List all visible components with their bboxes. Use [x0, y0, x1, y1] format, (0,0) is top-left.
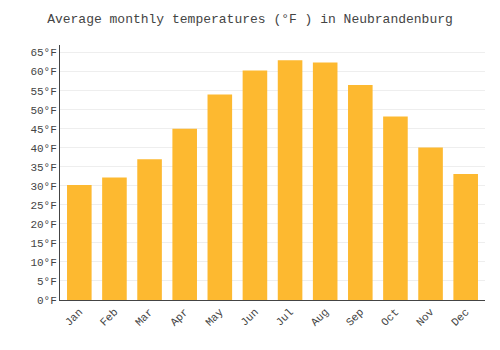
svg-text:Oct: Oct	[379, 306, 401, 328]
svg-text:40°F: 40°F	[30, 143, 56, 155]
svg-text:May: May	[203, 306, 226, 329]
svg-text:Sep: Sep	[344, 306, 366, 328]
svg-text:30°F: 30°F	[30, 181, 56, 193]
svg-text:Average monthly temperatures (: Average monthly temperatures (°F ) in Ne…	[47, 12, 453, 27]
svg-text:Feb: Feb	[98, 306, 120, 328]
svg-text:65°F: 65°F	[30, 47, 56, 59]
svg-text:Mar: Mar	[133, 306, 155, 328]
svg-text:35°F: 35°F	[30, 162, 56, 174]
svg-text:Aug: Aug	[309, 306, 331, 328]
svg-text:45°F: 45°F	[30, 124, 56, 136]
svg-text:15°F: 15°F	[30, 238, 56, 250]
svg-text:Dec: Dec	[449, 306, 471, 328]
svg-text:Jul: Jul	[274, 306, 296, 328]
svg-text:10°F: 10°F	[30, 257, 56, 269]
svg-text:0°F: 0°F	[37, 295, 57, 307]
svg-text:Jun: Jun	[238, 306, 260, 328]
svg-text:25°F: 25°F	[30, 200, 56, 212]
svg-text:Apr: Apr	[168, 306, 190, 328]
svg-text:60°F: 60°F	[30, 66, 56, 78]
svg-text:50°F: 50°F	[30, 105, 56, 117]
svg-text:20°F: 20°F	[30, 219, 56, 231]
svg-text:5°F: 5°F	[37, 276, 57, 288]
svg-text:Nov: Nov	[414, 306, 437, 329]
svg-text:Jan: Jan	[63, 306, 85, 328]
svg-text:55°F: 55°F	[30, 86, 56, 98]
